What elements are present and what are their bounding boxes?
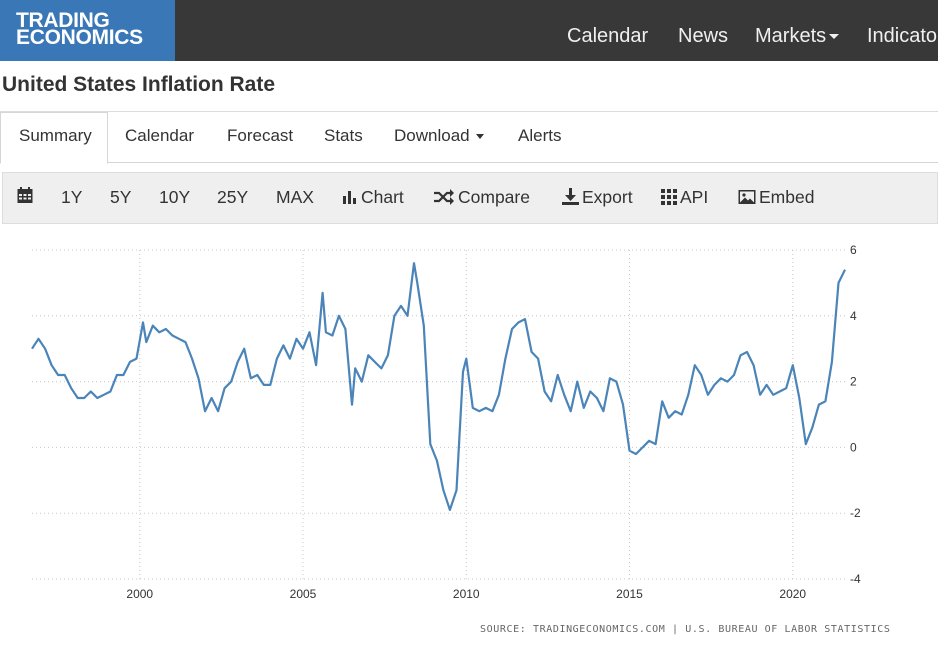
chevron-down-icon	[829, 34, 840, 40]
grid-icon	[661, 189, 677, 205]
x-tick-label: 2000	[126, 587, 153, 601]
tab-stats[interactable]: Stats	[324, 126, 363, 145]
tab-alerts[interactable]: Alerts	[518, 126, 562, 145]
logo-line-2: ECONOMICS	[16, 26, 143, 49]
y-tick-label: 0	[850, 440, 857, 454]
tab-download-label: Download	[394, 126, 470, 145]
chart-source-note: SOURCE: TRADINGECONOMICS.COM | U.S. BURE…	[480, 624, 891, 635]
range-1y-button[interactable]: 1Y	[61, 187, 83, 207]
chevron-down-icon	[475, 134, 484, 140]
tab-summary[interactable]: Summary	[19, 126, 92, 145]
chart-area: 6 4 2 0 -2 -4 2000 2005 2010 2015 2020	[0, 228, 938, 648]
chart-button-label: Chart	[361, 187, 404, 207]
x-tick-label: 2010	[453, 587, 480, 601]
page-title: United States Inflation Rate	[2, 73, 276, 96]
range-5y-button[interactable]: 5Y	[110, 187, 132, 207]
tab-summary-active-frame	[0, 112, 108, 164]
nav-news-link[interactable]: News	[678, 25, 729, 47]
y-tick-label: 2	[850, 375, 857, 389]
range-25y-button[interactable]: 25Y	[217, 187, 249, 207]
chart-button[interactable]: Chart	[342, 187, 404, 208]
export-button-label: Export	[582, 187, 633, 207]
calendar-icon[interactable]	[17, 186, 36, 207]
y-tick-label: -4	[850, 572, 861, 586]
embed-button-label: Embed	[759, 187, 815, 207]
nav-markets-label: Markets	[755, 25, 827, 47]
shuffle-icon	[434, 189, 454, 205]
download-icon	[562, 188, 579, 205]
logo-line-1: TRADING	[16, 9, 110, 32]
compare-button-label: Compare	[458, 187, 530, 207]
image-icon	[738, 190, 756, 204]
main-nav: Calendar News Markets Indicato	[0, 0, 938, 61]
api-button-label: API	[680, 187, 709, 207]
y-tick-label: 4	[850, 309, 857, 323]
chart-toolbar	[2, 172, 938, 224]
x-tick-label: 2015	[616, 587, 643, 601]
nav-calendar-link[interactable]: Calendar	[567, 25, 649, 47]
trading-economics-logo[interactable]: TRADING ECONOMICS	[0, 0, 175, 61]
tab-calendar[interactable]: Calendar	[125, 126, 194, 145]
nav-markets-dropdown[interactable]: Markets	[755, 25, 840, 48]
nav-indicators-link[interactable]: Indicato	[867, 25, 938, 47]
compare-button[interactable]: Compare	[433, 187, 530, 208]
range-10y-button[interactable]: 10Y	[159, 187, 191, 207]
bar-chart-icon	[343, 191, 356, 204]
tab-forecast[interactable]: Forecast	[227, 126, 294, 145]
y-tick-label: -2	[850, 506, 861, 520]
inflation-series-line	[31, 262, 846, 511]
export-button[interactable]: Export	[562, 187, 633, 208]
tabs-divider	[107, 162, 938, 163]
title-divider	[0, 111, 938, 112]
x-tick-label: 2005	[290, 587, 317, 601]
y-tick-label: 6	[850, 243, 857, 257]
tab-download[interactable]: Download	[394, 126, 484, 146]
x-tick-label: 2020	[779, 587, 806, 601]
api-button[interactable]: API	[661, 187, 708, 208]
inflation-line-chart: 6 4 2 0 -2 -4 2000 2005 2010 2015 2020	[31, 243, 861, 601]
embed-button[interactable]: Embed	[738, 187, 814, 208]
range-max-button[interactable]: MAX	[276, 187, 314, 207]
